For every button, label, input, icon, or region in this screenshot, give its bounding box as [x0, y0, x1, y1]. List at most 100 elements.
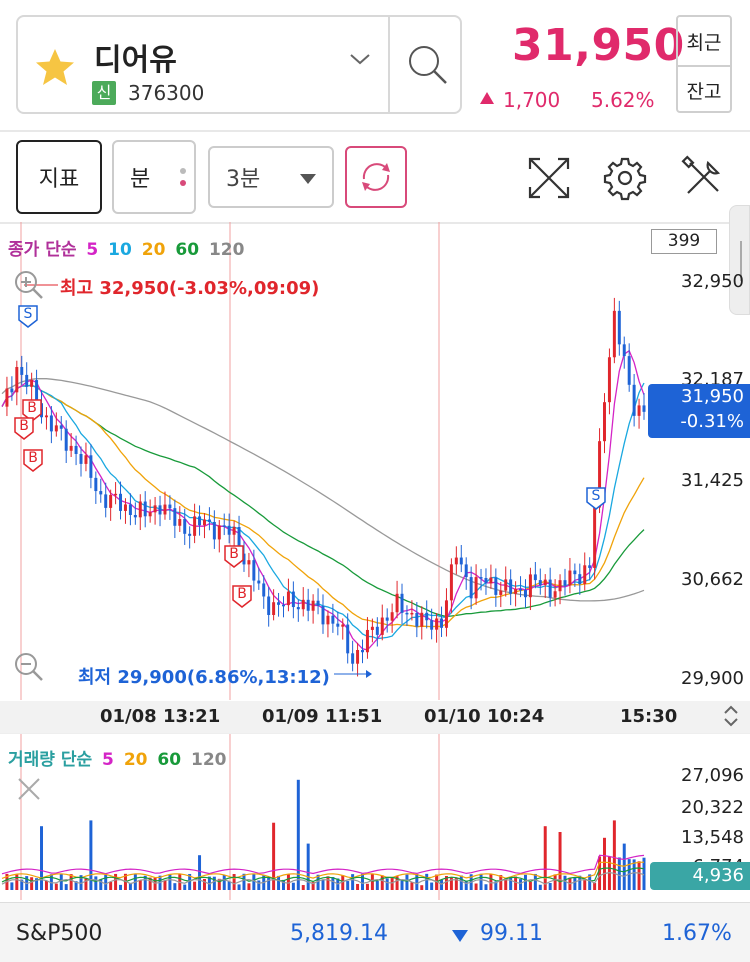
x-tick: 01/10 10:24	[424, 706, 545, 727]
search-button[interactable]	[388, 17, 462, 114]
volume-bar	[15, 874, 19, 890]
refresh-button[interactable]	[345, 146, 407, 208]
candle-body	[469, 577, 473, 599]
fullscreen-icon[interactable]	[526, 155, 572, 201]
buy-signal-badge[interactable]: B	[23, 449, 43, 472]
sell-signal-badge[interactable]: S	[18, 305, 38, 328]
volume-ma-line	[1, 854, 645, 875]
volume-bar	[444, 876, 448, 890]
volume-bar	[74, 881, 78, 890]
candle-body	[449, 564, 453, 601]
candle-body	[400, 593, 404, 613]
volume-bar	[361, 873, 364, 890]
volume-bar	[198, 855, 202, 890]
volume-bar	[415, 873, 419, 890]
volume-bar	[400, 879, 404, 890]
axis-sort-icon[interactable]	[722, 704, 740, 728]
candle-body	[148, 512, 152, 517]
volume-ma-line	[1, 861, 645, 880]
candle-body	[217, 525, 221, 540]
svg-text:B: B	[237, 586, 247, 602]
vol-ma20-legend: 20	[123, 750, 148, 770]
candle-body	[163, 504, 167, 515]
svg-text:B: B	[27, 400, 37, 416]
chevron-down-icon[interactable]	[348, 52, 372, 66]
volume-bar	[232, 874, 236, 890]
volume-bar	[212, 876, 216, 890]
candle-body	[54, 425, 58, 432]
candle-body	[603, 402, 606, 442]
candle-body	[178, 519, 182, 526]
candle-body	[474, 577, 478, 599]
favorite-star-icon[interactable]	[34, 47, 76, 87]
candle-body	[346, 624, 350, 654]
settings-gear-icon[interactable]	[602, 155, 648, 201]
buy-signal-badge[interactable]: B	[22, 399, 42, 422]
buy-signal-badge[interactable]: B	[224, 545, 244, 568]
candle-body	[395, 593, 399, 613]
volume-bar	[410, 882, 414, 890]
candle-body	[464, 564, 468, 578]
candle-body	[227, 525, 231, 535]
recent-button[interactable]: 최근	[686, 31, 722, 54]
candle-body	[282, 604, 285, 607]
ma120-legend: 120	[208, 240, 245, 260]
volume-bar	[301, 885, 305, 890]
volume-bar	[489, 874, 493, 890]
volume-bar	[563, 875, 567, 890]
tools-icon[interactable]	[680, 155, 726, 201]
volume-bar	[296, 779, 300, 890]
zoom-out-icon[interactable]	[12, 650, 46, 684]
candle-body	[188, 533, 192, 536]
close-icon[interactable]	[16, 776, 42, 802]
ma120-line	[1, 377, 645, 602]
volume-bar	[40, 826, 43, 890]
candle-body	[642, 405, 646, 412]
price-change-pct: 5.62%	[591, 88, 655, 112]
volume-bar	[365, 883, 369, 890]
candle-body	[311, 600, 315, 611]
volume-bar	[385, 878, 389, 890]
current-price-tag-value: 31,950	[681, 386, 744, 407]
balance-button[interactable]: 잔고	[678, 65, 730, 113]
side-scroll-handle[interactable]	[729, 205, 750, 315]
candle-body	[30, 380, 34, 387]
buy-signal-badge[interactable]: B	[232, 585, 252, 608]
sell-signal-badge[interactable]: S	[586, 487, 606, 510]
minute-button[interactable]: 분	[112, 140, 196, 214]
buy-signal-badge[interactable]: B	[14, 417, 34, 440]
stock-code: 376300	[128, 81, 205, 105]
candle-body	[489, 577, 493, 584]
volume-bar	[217, 878, 221, 890]
candle-body	[10, 388, 14, 393]
index-ticker[interactable]: S&P500 5,819.14 99.11 1.67%	[0, 902, 750, 962]
candle-count[interactable]: 399	[651, 229, 717, 254]
candle-body	[454, 557, 458, 565]
volume-bar	[519, 879, 523, 890]
candle-body	[509, 579, 513, 594]
volume-bar	[277, 875, 281, 890]
volume-bar	[454, 878, 458, 890]
candle-body	[504, 579, 508, 591]
volume-bar	[104, 874, 108, 890]
volume-bar	[484, 884, 488, 890]
zoom-in-icon[interactable]	[12, 268, 46, 302]
svg-text:B: B	[19, 418, 29, 434]
caret-down-icon	[300, 174, 316, 184]
indicator-button[interactable]: 지표	[16, 140, 102, 214]
svg-text:S: S	[24, 306, 33, 322]
stock-selector[interactable]: 디어유 신 376300	[16, 15, 462, 114]
candle-body	[212, 521, 216, 540]
volume-bar	[528, 881, 532, 890]
candle-body	[351, 653, 355, 664]
candle-body	[444, 600, 448, 628]
ma5-legend: 5	[86, 240, 99, 260]
volume-bar	[227, 881, 231, 890]
candle-body	[514, 588, 518, 594]
volume-bar	[326, 876, 330, 890]
candle-body	[459, 557, 463, 565]
interval-select[interactable]: 3분	[208, 146, 334, 208]
volume-bar	[543, 826, 547, 890]
x-tick: 01/09 11:51	[262, 706, 383, 727]
